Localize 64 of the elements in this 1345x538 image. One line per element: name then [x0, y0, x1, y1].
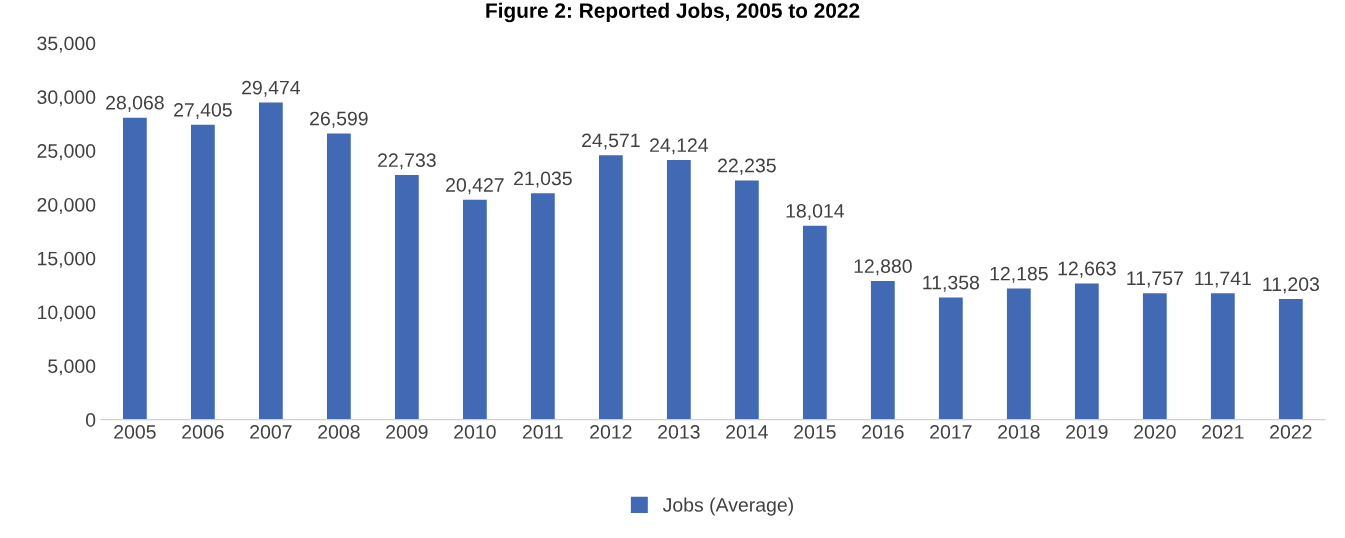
y-tick-label: 25,000	[37, 144, 96, 161]
bar	[1006, 288, 1031, 420]
x-tick-label: 2014	[726, 425, 768, 439]
y-tick-label: 30,000	[37, 90, 96, 107]
y-tick-label: 10,000	[38, 305, 96, 322]
y-tick-label: 15,000	[38, 251, 96, 268]
x-tick-label: 2007	[250, 425, 292, 439]
data-label: 26,599	[310, 111, 368, 128]
bar	[938, 297, 963, 420]
y-tick-label: 20,000	[37, 197, 96, 214]
bar	[870, 281, 895, 420]
data-label: 22,733	[378, 153, 436, 170]
data-label: 24,124	[650, 138, 709, 155]
x-tick-label: 2010	[454, 425, 496, 439]
x-tick-label: 2021	[1202, 425, 1244, 439]
x-tick-label: 2008	[318, 425, 360, 439]
data-label: 27,405	[174, 102, 232, 120]
x-tick-label: 2009	[386, 425, 428, 439]
data-label: 12,185	[990, 266, 1048, 283]
bar	[326, 133, 351, 420]
data-label: 12,663	[1058, 261, 1116, 278]
bar	[1210, 293, 1235, 420]
y-tick-label: 35,000	[37, 36, 96, 53]
x-tick-label: 2012	[590, 425, 632, 439]
bar	[122, 117, 147, 420]
data-label: 12,880	[854, 259, 912, 276]
y-tick-label: 0	[85, 413, 96, 427]
bar	[530, 193, 555, 420]
data-label: 24,571	[582, 133, 640, 150]
legend-label: Jobs (Average)	[662, 497, 793, 516]
data-label: 28,068	[106, 95, 164, 112]
x-tick-label: 2006	[182, 425, 224, 439]
bar	[1142, 293, 1167, 420]
x-tick-label: 2017	[930, 425, 972, 439]
data-label: 20,427	[446, 178, 504, 195]
y-tick-label: 5,000	[48, 359, 96, 376]
data-label: 11,358	[923, 275, 980, 292]
data-label: 11,757	[1127, 271, 1183, 288]
x-tick-label: 2011	[522, 425, 563, 439]
x-tick-label: 2016	[862, 425, 904, 439]
bar	[1278, 299, 1303, 420]
bar	[1074, 283, 1099, 420]
x-tick-label: 2013	[658, 425, 700, 439]
bar	[462, 199, 487, 420]
chart-title: Figure 2: Reported Jobs, 2005 to 2022	[486, 2, 860, 23]
data-label: 29,474	[242, 80, 301, 97]
bar	[734, 180, 759, 420]
bar	[190, 124, 215, 420]
x-tick-label: 2018	[998, 425, 1040, 439]
data-label: 18,014	[786, 204, 845, 221]
bar	[666, 160, 691, 420]
x-tick-label: 2022	[1270, 425, 1312, 439]
x-tick-label: 2005	[114, 425, 156, 439]
bar	[802, 225, 827, 420]
bar	[258, 102, 283, 420]
x-tick-label: 2015	[794, 425, 836, 439]
data-label: 11,741	[1195, 271, 1251, 288]
data-label: 21,035	[514, 171, 572, 188]
x-tick-label: 2019	[1066, 425, 1108, 439]
data-label: 22,235	[718, 158, 776, 175]
data-label: 11,203	[1263, 277, 1319, 294]
x-tick-label: 2020	[1134, 425, 1176, 439]
bar	[598, 155, 623, 420]
bar	[394, 175, 419, 420]
